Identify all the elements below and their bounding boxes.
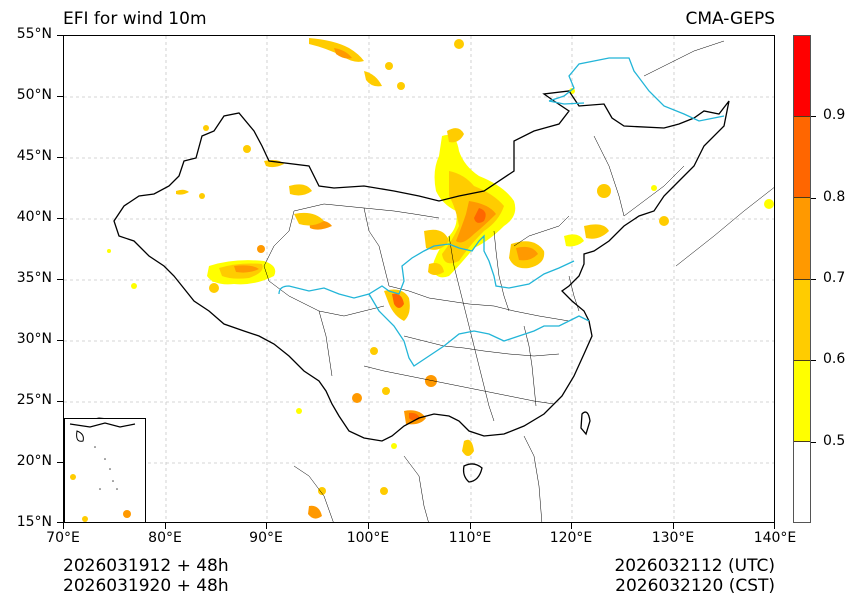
x-tick-label: 90°E [249, 530, 283, 546]
colorbar-segment-red [794, 36, 810, 118]
y-tick-mark [57, 401, 63, 403]
y-tick-label: 40°N [16, 209, 52, 225]
y-tick-label: 50°N [16, 87, 52, 103]
valid-time-block: 2026032112 (UTC) 2026032120 (CST) [614, 556, 775, 596]
x-tick-mark [571, 523, 573, 529]
colorbar-segment-white [794, 441, 810, 523]
x-tick-mark [63, 523, 65, 529]
colorbar-tick [811, 116, 816, 117]
colorbar-label: 0.5 [823, 433, 846, 449]
x-tick-label: 100°E [346, 530, 390, 546]
x-tick-mark [266, 523, 268, 529]
map-plot-area[interactable] [63, 35, 775, 523]
colorbar-label: 0.6 [823, 351, 846, 367]
colorbar-tick [811, 279, 816, 280]
y-tick-mark [57, 157, 63, 159]
x-tick-mark [368, 523, 370, 529]
x-tick-label: 140°E [753, 530, 797, 546]
x-tick-mark [673, 523, 675, 529]
map-title: EFI for wind 10m [63, 9, 207, 29]
colorbar-segment-orange [794, 198, 810, 280]
colorbar-label: 0.7 [823, 270, 846, 286]
colorbar-label: 0.9 [823, 107, 846, 123]
colorbar [793, 35, 811, 523]
graticule [64, 36, 774, 522]
y-tick-mark [57, 218, 63, 220]
inset-canvas [69, 422, 136, 522]
colorbar-segment-yellow [794, 360, 810, 442]
x-tick-mark [774, 523, 776, 529]
y-tick-label: 30°N [16, 331, 52, 347]
colorbar-tick [811, 198, 816, 199]
x-tick-label: 80°E [148, 530, 182, 546]
colorbar-tick [811, 442, 816, 443]
x-tick-mark [470, 523, 472, 529]
valid-time-utc: 2026032112 (UTC) [614, 556, 775, 576]
x-tick-label: 70°E [46, 530, 80, 546]
init-time-cst: 2026031920 + 48h [63, 576, 229, 596]
y-tick-label: 35°N [16, 270, 52, 286]
forecast-init-block: 2026031912 + 48h 2026031920 + 48h [63, 556, 229, 596]
valid-time-cst: 2026032120 (CST) [615, 576, 775, 596]
x-tick-label: 130°E [651, 530, 695, 546]
y-tick-mark [57, 462, 63, 464]
colorbar-segment-dark-orange [794, 117, 810, 199]
y-tick-label: 20°N [16, 453, 52, 469]
y-tick-label: 45°N [16, 148, 52, 164]
y-tick-label: 15°N [16, 514, 52, 530]
init-time-utc: 2026031912 + 48h [63, 556, 229, 576]
map-canvas [64, 36, 774, 522]
y-tick-mark [57, 279, 63, 281]
x-tick-label: 110°E [448, 530, 492, 546]
y-tick-mark [57, 35, 63, 37]
inset-south-china-sea [64, 418, 146, 522]
y-tick-mark [57, 522, 63, 524]
colorbar-segment-gold [794, 279, 810, 361]
y-tick-label: 55°N [16, 26, 52, 42]
province-borders [263, 40, 774, 522]
rivers [278, 57, 725, 367]
x-tick-label: 120°E [549, 530, 593, 546]
y-tick-label: 25°N [16, 392, 52, 408]
model-name: CMA-GEPS [685, 9, 775, 29]
y-tick-mark [57, 340, 63, 342]
x-tick-mark [165, 523, 167, 529]
y-tick-mark [57, 96, 63, 98]
colorbar-label: 0.8 [823, 189, 846, 205]
colorbar-tick [811, 360, 816, 361]
